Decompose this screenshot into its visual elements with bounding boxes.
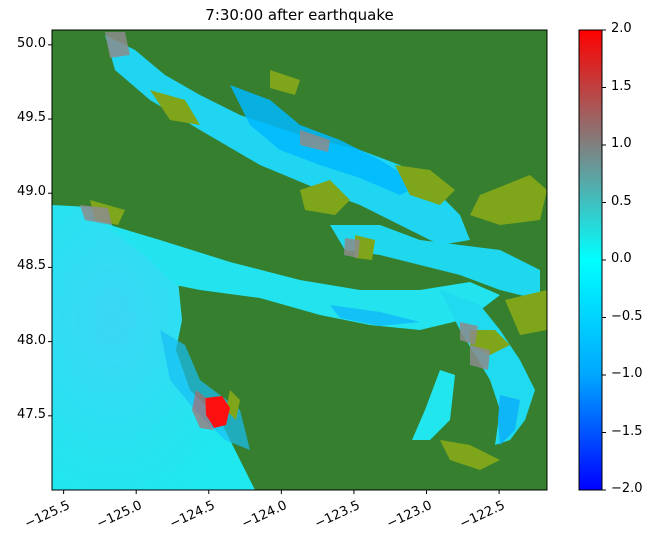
offshore-trough xyxy=(160,330,250,450)
hood-canal xyxy=(412,370,455,440)
y-tick-label: 49.5 xyxy=(17,110,46,126)
map-title: 7:30:00 after earthquake xyxy=(205,6,394,24)
colorbar-tick-label: −2.0 xyxy=(611,481,643,496)
colorbar-tick-label: −1.0 xyxy=(611,366,643,381)
wave-anomaly-patches xyxy=(80,32,490,370)
wave-peak xyxy=(205,396,230,428)
colorbar-tick-label: 0.0 xyxy=(611,251,632,266)
vegetation-fringe xyxy=(90,70,547,470)
strait-deep xyxy=(330,305,420,326)
y-tick-label: 47.5 xyxy=(17,406,46,422)
y-tick-label: 48.0 xyxy=(17,332,46,348)
puget-sound-south xyxy=(498,395,520,445)
plot-frame xyxy=(51,29,548,491)
colorbar-tick-label: 1.5 xyxy=(611,78,632,94)
colorbar xyxy=(579,30,602,490)
map-area xyxy=(52,30,547,490)
colorbar-tick-label: 2.0 xyxy=(611,21,632,36)
colorbar-tick-marks xyxy=(602,29,606,491)
y-tick-label: 49.0 xyxy=(17,184,46,200)
colorbar-tick-label: 0.5 xyxy=(611,193,632,209)
colorbar-tick-label: −1.5 xyxy=(611,423,643,439)
colorbar-tick-label: −0.5 xyxy=(611,308,643,324)
strait-of-juan-de-fuca xyxy=(100,222,500,330)
axis-tick-marks xyxy=(48,44,500,494)
san-juan-channels xyxy=(330,225,540,300)
y-tick-label: 50.0 xyxy=(17,35,46,51)
y-tick-label: 48.5 xyxy=(17,258,46,274)
wave-peak-halo xyxy=(192,390,214,430)
colorbar-tick-label: 1.0 xyxy=(611,136,632,151)
